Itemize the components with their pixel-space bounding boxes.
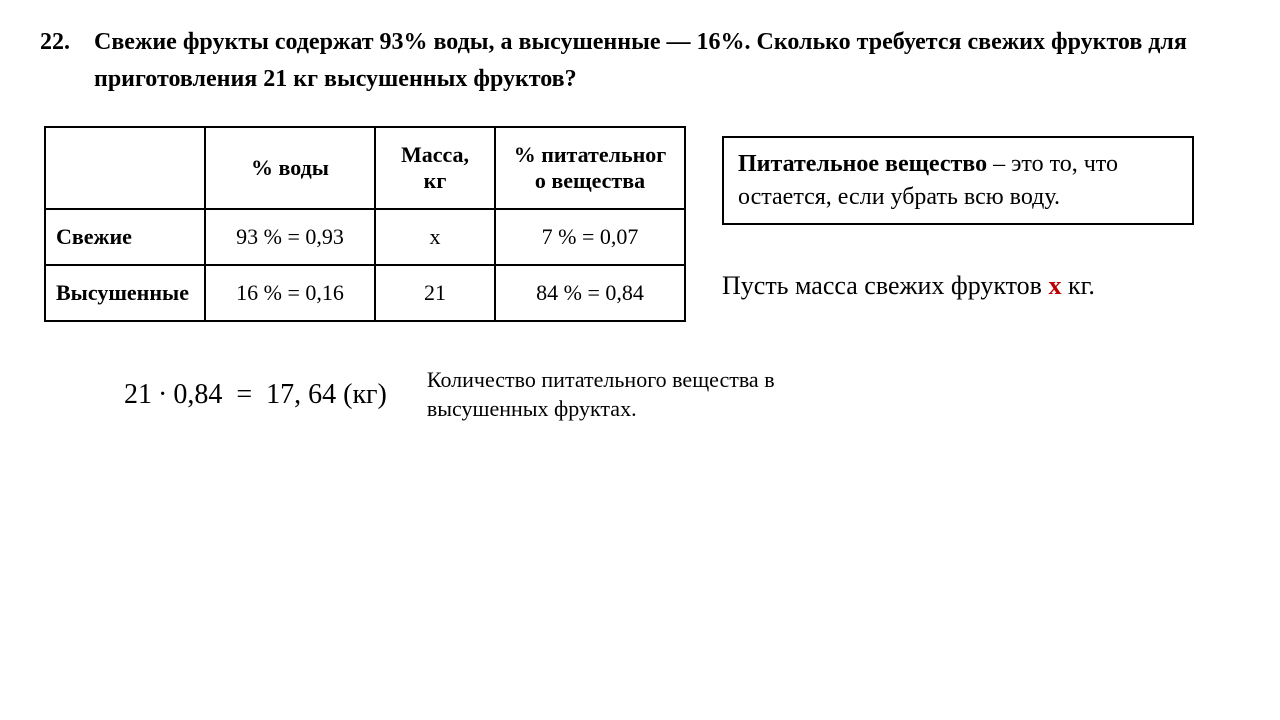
cell-fresh-water: 93 % = 0,93 xyxy=(205,209,375,265)
assumption-after: кг. xyxy=(1061,271,1094,300)
problem-text-mid: воды, а высушенные — xyxy=(428,29,697,55)
multiply-dot-icon: · xyxy=(152,379,173,410)
data-table: % воды Масса, кг % питательног о веществ… xyxy=(44,126,686,322)
eq-rhs: 17, 64 (кг) xyxy=(266,379,387,410)
assumption-before: Пусть масса свежих фруктов xyxy=(722,271,1048,300)
table-row: Высушенные 16 % = 0,16 21 84 % = 0,84 xyxy=(45,265,685,321)
definition-term: Питательное вещество xyxy=(738,151,987,177)
problem-text-part1: Свежие фрукты содержат xyxy=(94,29,380,55)
row-label-fresh: Свежие xyxy=(45,209,205,265)
problem-text: Свежие фрукты содержат 93% воды, а высуш… xyxy=(94,24,1240,98)
col-mass: Масса, кг xyxy=(375,127,495,209)
right-column: Питательное вещество – это то, что остае… xyxy=(722,136,1194,301)
cell-dried-water: 16 % = 0,16 xyxy=(205,265,375,321)
assumption-text: Пусть масса свежих фруктов х кг. xyxy=(722,271,1194,301)
col-nutrient: % питательног о вещества xyxy=(495,127,685,209)
calculation-caption: Количество питательного вещества в высуш… xyxy=(427,366,847,423)
problem-pct1: 93% xyxy=(380,29,428,55)
calculation-equation: 21·0,84 = 17, 64 (кг) xyxy=(124,379,387,411)
assumption-x: х xyxy=(1048,271,1061,300)
definition-box: Питательное вещество – это то, что остае… xyxy=(722,136,1194,225)
problem-pct2: 16% xyxy=(696,29,744,55)
eq-lhs-a: 21 xyxy=(124,379,152,410)
problem-number: 22. xyxy=(40,24,76,61)
problem-statement: 22. Свежие фрукты содержат 93% воды, а в… xyxy=(40,24,1240,98)
table-row: Свежие 93 % = 0,93 х 7 % = 0,07 xyxy=(45,209,685,265)
cell-dried-mass: 21 xyxy=(375,265,495,321)
col-water: % воды xyxy=(205,127,375,209)
col-blank xyxy=(45,127,205,209)
mid-row: % воды Масса, кг % питательног о веществ… xyxy=(44,126,1240,322)
cell-dried-nutrient: 84 % = 0,84 xyxy=(495,265,685,321)
eq-lhs-b: 0,84 xyxy=(173,379,222,410)
cell-fresh-mass: х xyxy=(375,209,495,265)
cell-fresh-nutrient: 7 % = 0,07 xyxy=(495,209,685,265)
row-label-dried: Высушенные xyxy=(45,265,205,321)
table-header-row: % воды Масса, кг % питательног о веществ… xyxy=(45,127,685,209)
calculation-row: 21·0,84 = 17, 64 (кг) Количество питател… xyxy=(124,366,1240,423)
page: 22. Свежие фрукты содержат 93% воды, а в… xyxy=(0,0,1280,720)
